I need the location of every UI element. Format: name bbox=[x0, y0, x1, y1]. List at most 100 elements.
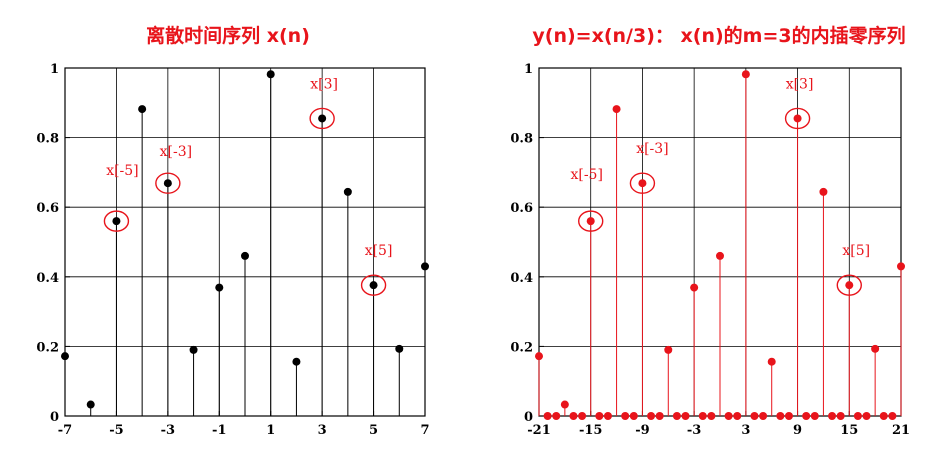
y-tick-label: 1 bbox=[524, 62, 533, 77]
x-tick-label: -1 bbox=[212, 423, 226, 438]
x-tick-label: -5 bbox=[109, 423, 123, 438]
x-tick-label: -3 bbox=[687, 423, 701, 438]
stem-marker bbox=[819, 187, 828, 196]
stem-marker bbox=[138, 105, 147, 114]
x-tick-label: -21 bbox=[527, 423, 551, 438]
stem-marker bbox=[871, 344, 880, 353]
annotation-label: x[-5] bbox=[570, 167, 602, 183]
stem-marker bbox=[266, 70, 275, 79]
highlight-circle bbox=[578, 210, 604, 232]
stem-marker bbox=[733, 412, 742, 420]
stem-marker bbox=[793, 114, 802, 123]
x-tick-label: 3 bbox=[741, 423, 750, 438]
stem-marker bbox=[621, 412, 630, 420]
stem-marker bbox=[716, 251, 724, 260]
stem-marker bbox=[552, 412, 561, 420]
stem-marker bbox=[836, 412, 845, 420]
x-tick-label: 7 bbox=[420, 423, 429, 438]
highlight-circle bbox=[836, 274, 862, 296]
x-tick-label: 9 bbox=[793, 423, 802, 438]
stem-marker bbox=[586, 217, 595, 226]
stem-marker bbox=[759, 412, 768, 420]
stem-marker bbox=[638, 179, 647, 188]
stem-plot-right: -21 -15 -9 -3 3 9 15 21 0 0.2 0.4 0.6 0.8 1 x[-5] x[-3]… bbox=[510, 62, 910, 438]
stem-marker bbox=[664, 345, 673, 354]
stem-marker bbox=[698, 412, 707, 420]
stem-marker bbox=[647, 412, 656, 420]
stem-marker bbox=[395, 344, 404, 353]
highlight-circle bbox=[360, 274, 387, 296]
stem-marker bbox=[86, 400, 95, 409]
stem-marker bbox=[603, 412, 612, 420]
highlight-circle bbox=[629, 172, 656, 194]
highlight-circle bbox=[155, 172, 181, 194]
stem-plot-left: -7 -5 -3 -1 1 3 5 7 0 0.2 0.4 0.6 0.8 1 x[-5] x[-3] x[3]… bbox=[36, 62, 429, 438]
annotation-label: x[-5] bbox=[106, 163, 138, 179]
x-tick-label: 5 bbox=[369, 423, 378, 438]
stem-marker bbox=[112, 217, 121, 226]
highlight-circle bbox=[784, 107, 811, 130]
stem-marker bbox=[707, 412, 716, 420]
annotation-label: x[3] bbox=[786, 76, 814, 92]
y-tick-label: 0.8 bbox=[36, 132, 59, 147]
stem-marker bbox=[318, 114, 327, 123]
annotation-label: x[-3] bbox=[160, 144, 192, 160]
stem-marker bbox=[569, 412, 578, 420]
stem-marker bbox=[741, 70, 750, 79]
x-tick-label: -9 bbox=[635, 423, 649, 438]
stem-marker bbox=[767, 357, 776, 366]
x-tick-label: -7 bbox=[58, 423, 72, 438]
stem-marker bbox=[784, 412, 793, 420]
y-tick-label: 0.8 bbox=[510, 132, 533, 147]
stem-marker bbox=[681, 412, 690, 420]
y-tick-label: 0.4 bbox=[36, 271, 59, 286]
stem-marker bbox=[560, 400, 569, 409]
stem-marker bbox=[897, 262, 905, 271]
stem-marker bbox=[862, 412, 871, 420]
x-tick-label: 21 bbox=[892, 423, 910, 438]
stem-marker bbox=[61, 352, 69, 361]
annotation-label: x[-3] bbox=[636, 141, 668, 157]
stem-marker bbox=[215, 283, 224, 292]
y-tick-label: 1 bbox=[50, 62, 59, 77]
stem-marker bbox=[535, 352, 543, 361]
stem-marker bbox=[241, 251, 249, 260]
stem-marker bbox=[163, 179, 172, 188]
x-tick-label: 1 bbox=[266, 423, 275, 438]
y-tick-label: 0.2 bbox=[36, 340, 59, 355]
stem-marker bbox=[810, 412, 819, 420]
stem-marker bbox=[672, 412, 681, 420]
x-tick-label: -3 bbox=[161, 423, 175, 438]
y-tick-label: 0.6 bbox=[36, 201, 59, 216]
annotation-label: x[5] bbox=[842, 243, 870, 259]
y-tick-label: 0.6 bbox=[510, 201, 533, 216]
stem-marker bbox=[750, 412, 759, 420]
y-tick-label: 0.4 bbox=[510, 271, 533, 286]
stem-marker bbox=[724, 412, 733, 420]
stem-marker bbox=[612, 105, 621, 114]
stem-marker bbox=[421, 262, 429, 271]
stem-marker bbox=[776, 412, 785, 420]
stem-marker bbox=[802, 412, 811, 420]
y-tick-label: 0 bbox=[524, 410, 533, 425]
y-tick-label: 0.2 bbox=[510, 340, 533, 355]
stem-marker bbox=[879, 412, 888, 420]
stem-marker bbox=[888, 412, 897, 420]
stem-marker bbox=[655, 412, 664, 420]
stem-marker bbox=[853, 412, 862, 420]
stem-marker bbox=[578, 412, 587, 420]
highlight-circle bbox=[309, 107, 335, 130]
annotation-label: x[3] bbox=[310, 76, 338, 92]
x-tick-label: 3 bbox=[318, 423, 327, 438]
stem-marker bbox=[845, 281, 854, 290]
x-tick-label: 15 bbox=[840, 423, 858, 438]
highlight-circle bbox=[103, 210, 130, 232]
stem-marker bbox=[690, 283, 699, 292]
stem-marker bbox=[629, 412, 638, 420]
stem-marker bbox=[343, 187, 352, 196]
y-tick-label: 0 bbox=[50, 410, 59, 425]
stem-marker bbox=[369, 281, 378, 290]
stem-marker bbox=[828, 412, 837, 420]
stem-marker bbox=[292, 357, 301, 366]
